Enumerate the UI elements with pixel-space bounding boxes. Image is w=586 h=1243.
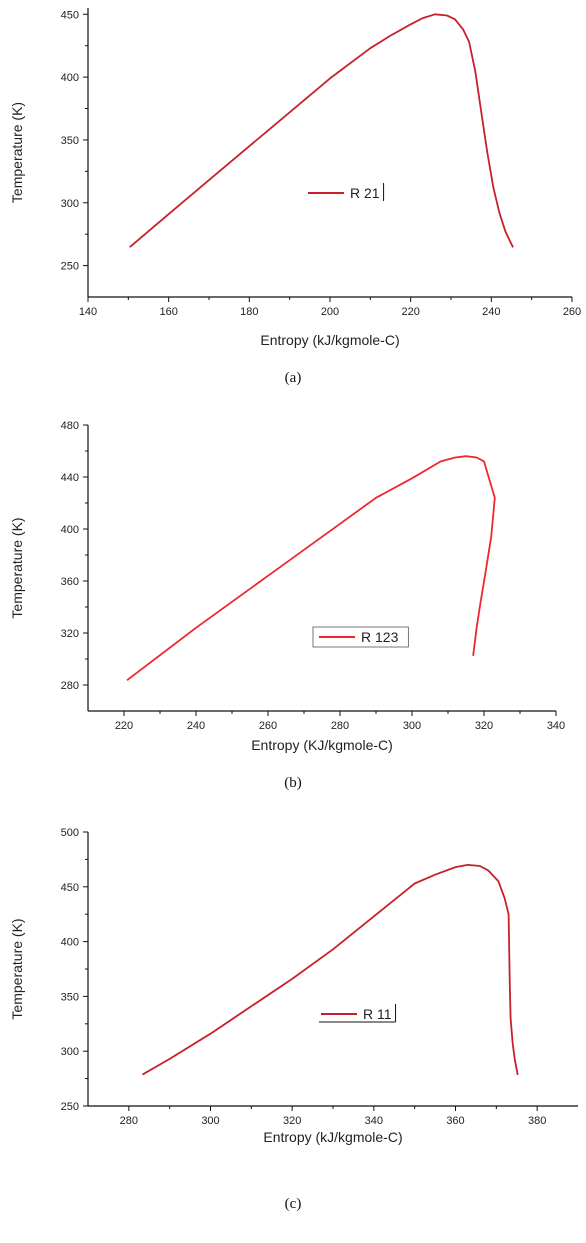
- chart-a: 140 160 180 200 220 240 260 250 300 350 400 450 Entr…: [9, 8, 581, 386]
- x-tick-label: 340: [365, 1115, 383, 1127]
- y-tick-label: 400: [61, 937, 79, 949]
- x-tick-label: 260: [259, 720, 277, 732]
- legend-label: R 11: [363, 1006, 392, 1022]
- y-tick-label: 320: [61, 628, 79, 640]
- y-tick-label: 450: [61, 9, 79, 21]
- x-tick-label: 340: [547, 720, 565, 732]
- y-tick-label: 300: [61, 198, 79, 210]
- y-axis-title: Temperature (K): [9, 918, 25, 1019]
- y-tick-label: 480: [61, 420, 79, 432]
- x-tick-label: 260: [563, 306, 581, 318]
- y-tick-label: 280: [61, 680, 79, 692]
- x-tick-label: 220: [115, 720, 133, 732]
- figure-caption: (a): [285, 370, 302, 386]
- x-tick-label: 220: [401, 306, 419, 318]
- figure-caption: (b): [284, 775, 302, 791]
- y-tick-label: 400: [61, 524, 79, 536]
- series-line: [142, 864, 519, 1076]
- y-tick-label: 450: [61, 882, 79, 894]
- x-tick-label: 180: [240, 306, 258, 318]
- series-line: [129, 13, 514, 248]
- x-tick-label: 380: [528, 1115, 546, 1127]
- y-tick-label: 250: [61, 1101, 79, 1113]
- y-tick-label: 250: [61, 261, 79, 273]
- chart-c: 280 300 320 340 360 380 250 300 350 400 450 500 Entr…: [9, 827, 578, 1212]
- legend-label: R 21: [350, 185, 380, 201]
- legend: R 21: [308, 183, 385, 201]
- series-line: [126, 455, 496, 681]
- x-tick-label: 200: [321, 306, 339, 318]
- y-tick-label: 360: [61, 576, 79, 588]
- x-tick-label: 360: [446, 1115, 464, 1127]
- y-axis-title: Temperature (K): [9, 102, 25, 203]
- x-tick-label: 320: [475, 720, 493, 732]
- legend: R 123: [312, 626, 409, 648]
- y-tick-label: 300: [61, 1046, 79, 1058]
- chart-b: 220 240 260 280 300 320 340 280 320 360 400 440 480 E…: [9, 420, 565, 791]
- y-axis-title: Temperature (K): [9, 517, 25, 618]
- x-tick-label: 140: [79, 306, 97, 318]
- x-tick-label: 240: [187, 720, 205, 732]
- x-axis-title: Entropy (kJ/kgmole-C): [263, 1129, 402, 1145]
- y-tick-label: 400: [61, 72, 79, 84]
- y-tick-label: 440: [61, 472, 79, 484]
- legend: R 11: [319, 1004, 397, 1023]
- x-tick-label: 300: [201, 1115, 219, 1127]
- x-axis-title: Entropy (kJ/kgmole-C): [260, 332, 399, 348]
- y-tick-label: 350: [61, 135, 79, 147]
- x-tick-label: 280: [331, 720, 349, 732]
- y-tick-label: 350: [61, 991, 79, 1003]
- x-axis-title: Entropy (KJ/kgmole-C): [251, 737, 393, 753]
- figure-caption: (c): [285, 1196, 302, 1212]
- x-tick-label: 300: [403, 720, 421, 732]
- legend-label: R 123: [361, 629, 399, 645]
- x-tick-label: 280: [120, 1115, 138, 1127]
- legend-box: [312, 626, 409, 648]
- x-tick-label: 160: [159, 306, 177, 318]
- y-tick-label: 500: [61, 827, 79, 839]
- x-tick-label: 240: [482, 306, 500, 318]
- x-tick-label: 320: [283, 1115, 301, 1127]
